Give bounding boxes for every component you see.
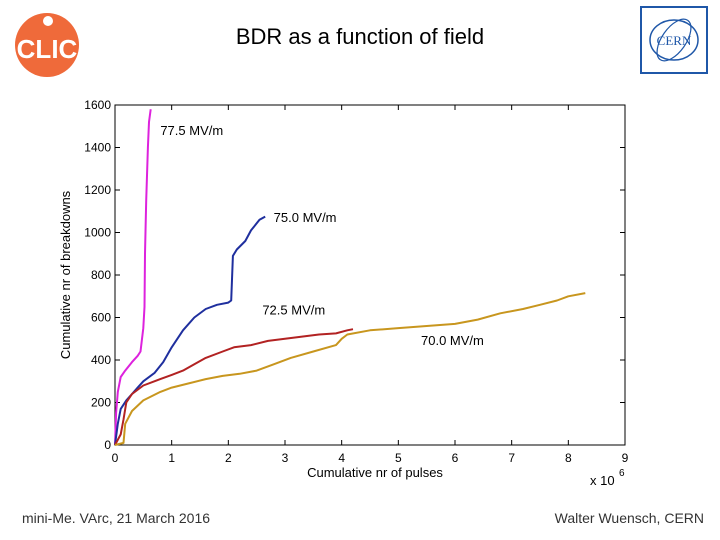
clic-logo: CLIC	[15, 13, 79, 77]
x-axis-label: Cumulative nr of pulses	[307, 465, 443, 480]
y-tick-label: 1600	[84, 98, 111, 112]
cern-logo-text: CERN	[657, 33, 692, 48]
footer-author: Walter Wuensch, CERN	[554, 510, 704, 526]
series-annotation: 75.0 MV/m	[274, 210, 337, 225]
x-tick-label: 2	[225, 451, 232, 465]
series-line-0	[114, 109, 152, 446]
y-tick-label: 1400	[84, 141, 111, 155]
series-line-2	[114, 328, 354, 446]
series-annotation: 72.5 MV/m	[262, 302, 325, 317]
clic-logo-text: CLIC	[17, 34, 78, 64]
x-tick-label: 9	[622, 451, 629, 465]
x-tick-label: 4	[338, 451, 345, 465]
footer-event: mini-Me. VArc, 21 March 2016	[22, 510, 211, 526]
x-exponent: 6	[619, 468, 625, 479]
y-tick-label: 1200	[84, 183, 111, 197]
y-tick-label: 400	[91, 353, 111, 367]
x-tick-label: 0	[112, 451, 119, 465]
x-tick-label: 3	[282, 451, 289, 465]
x-tick-label: 6	[452, 451, 459, 465]
y-axis-label: Cumulative nr of breakdowns	[58, 190, 73, 359]
y-tick-label: 200	[91, 396, 111, 410]
breakdown-chart: 0 200 400 600 800 1000 1200 1400 1600 0 1 2 3 4 5 6 7 8 9…	[58, 98, 629, 488]
x-tick-label: 5	[395, 451, 402, 465]
slide-title: BDR as a function of field	[235, 24, 485, 49]
x-tick-label: 7	[508, 451, 515, 465]
x-multiplier: x 10	[590, 473, 615, 488]
y-tick-label: 800	[91, 268, 111, 282]
series-line-3	[114, 292, 586, 446]
series-annotation: 77.5 MV/m	[160, 123, 223, 138]
y-tick-label: 600	[91, 311, 111, 325]
x-tick-label: 1	[168, 451, 175, 465]
plot-background	[114, 104, 626, 446]
cern-logo: CERN	[640, 6, 708, 74]
series-annotation: 70.0 MV/m	[421, 333, 484, 348]
x-tick-label: 8	[565, 451, 572, 465]
y-tick-label: 1000	[84, 226, 111, 240]
y-tick-label: 0	[104, 438, 111, 452]
